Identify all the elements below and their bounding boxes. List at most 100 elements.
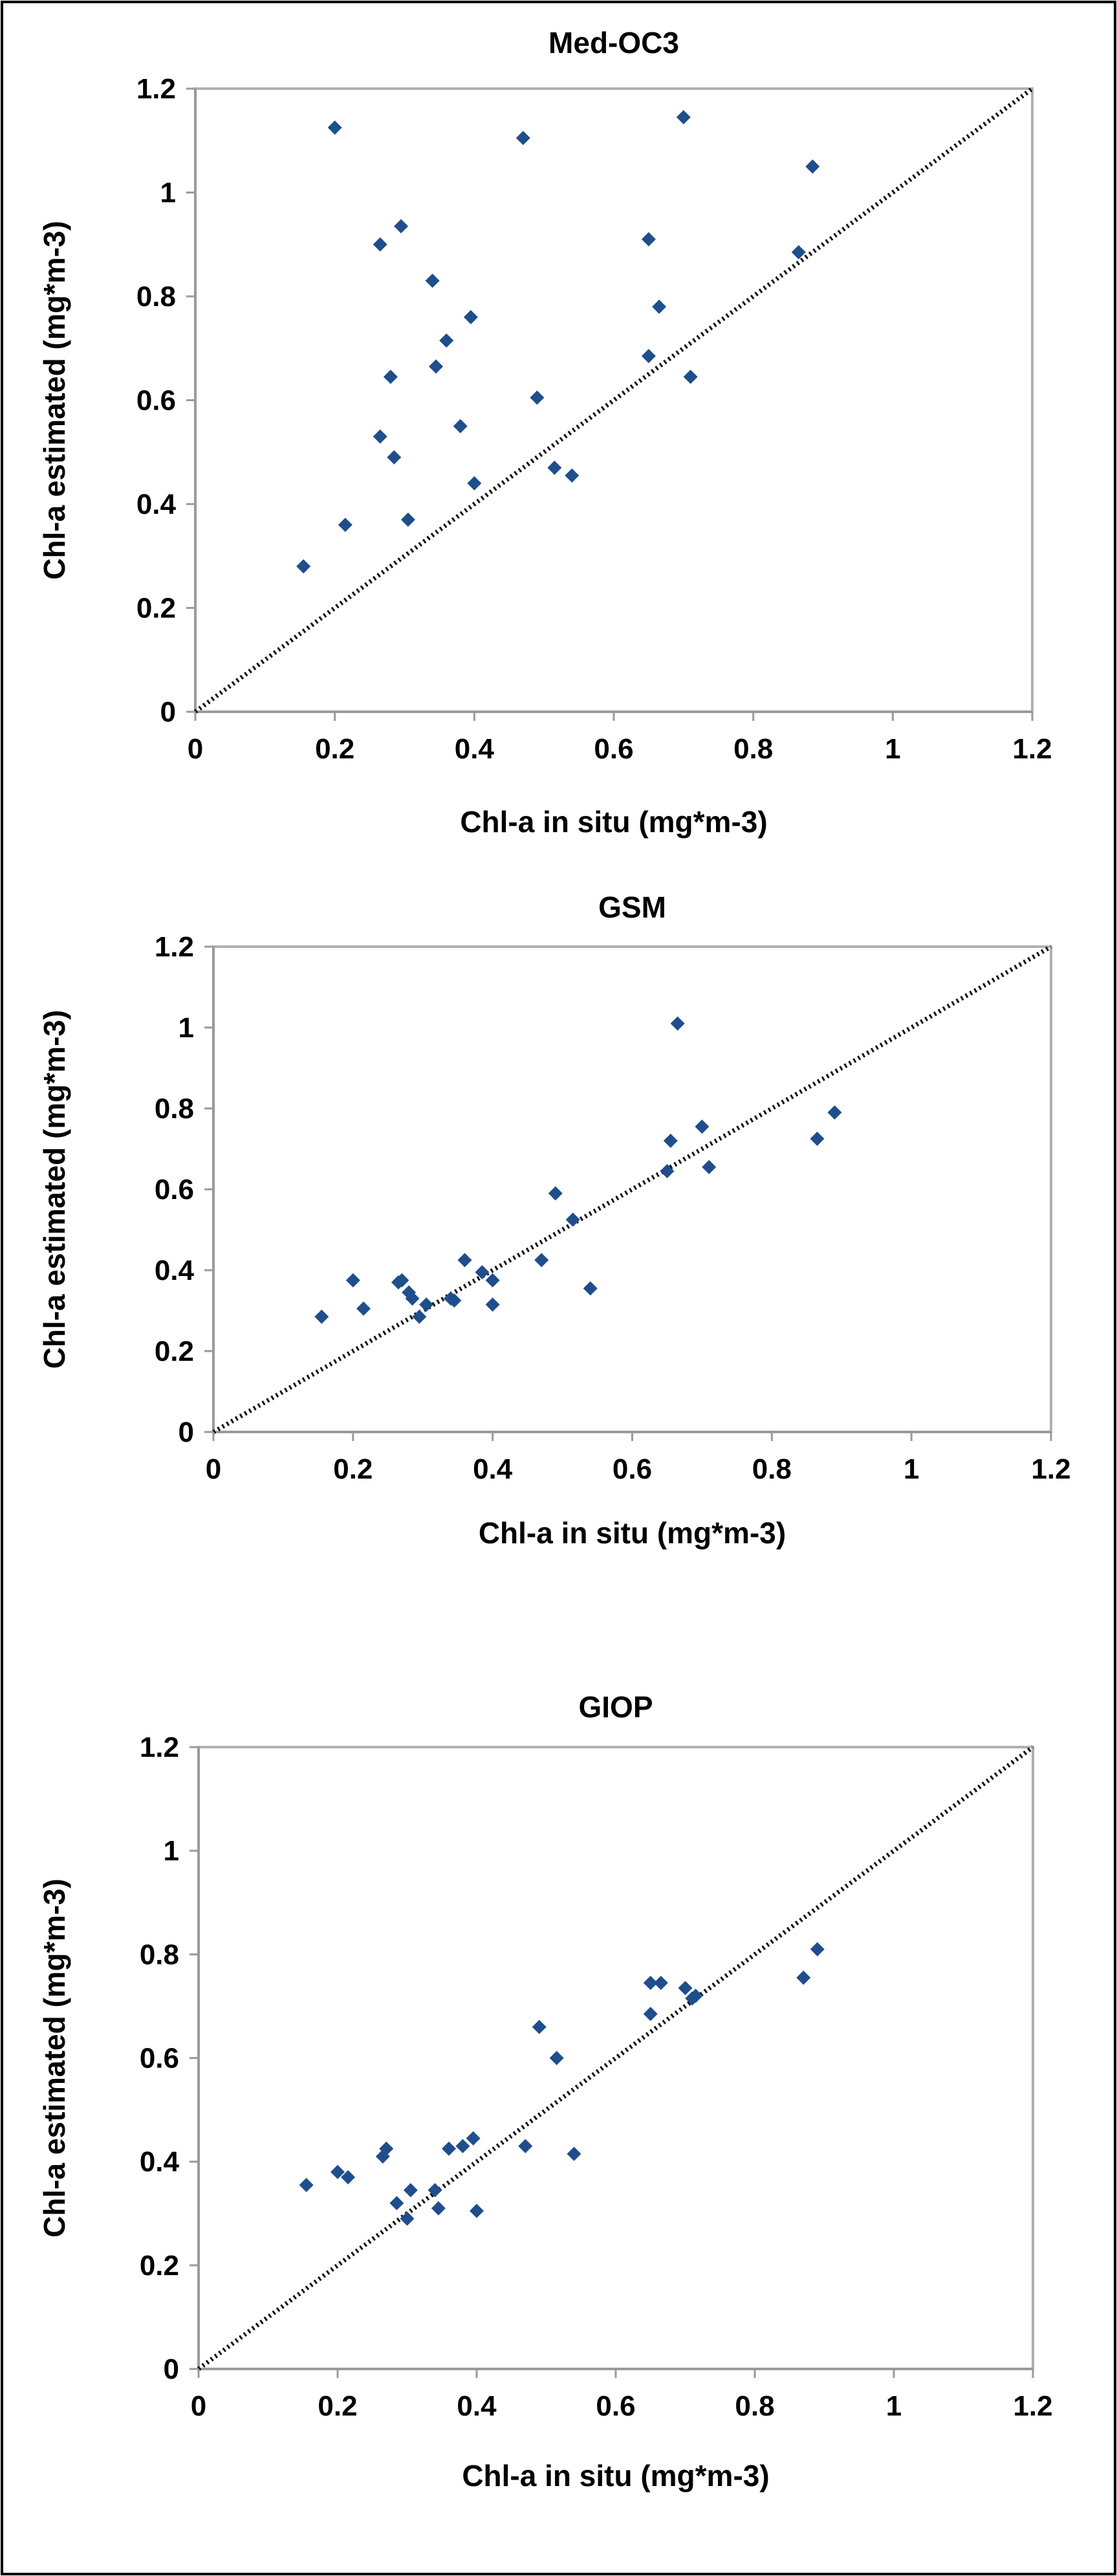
data-point bbox=[447, 1293, 462, 1308]
data-point bbox=[643, 1976, 658, 1990]
data-point bbox=[702, 1160, 717, 1174]
y-tick-label: 0 bbox=[179, 1416, 194, 1448]
x-tick-label: 0.2 bbox=[315, 733, 354, 765]
data-point bbox=[791, 245, 806, 259]
data-point bbox=[652, 300, 667, 314]
data-point bbox=[455, 2139, 470, 2153]
x-axis-label: Chl-a in situ (mg*m-3) bbox=[462, 2459, 769, 2493]
data-point bbox=[660, 1163, 675, 1178]
y-tick-label: 0.2 bbox=[155, 1336, 194, 1367]
data-point bbox=[567, 2146, 581, 2161]
x-tick-label: 1 bbox=[885, 733, 900, 765]
data-point bbox=[463, 310, 478, 325]
chart-title: GIOP bbox=[578, 1690, 653, 1724]
data-point bbox=[395, 1273, 409, 1288]
x-tick-label: 0.6 bbox=[596, 2390, 635, 2422]
x-axis-label: Chl-a in situ (mg*m-3) bbox=[460, 805, 767, 839]
chart-title: GSM bbox=[598, 890, 666, 924]
y-tick-label: 1 bbox=[164, 1835, 179, 1867]
data-point bbox=[670, 1016, 685, 1031]
y-tick-label: 1.2 bbox=[136, 73, 176, 105]
data-point bbox=[389, 2196, 404, 2210]
x-tick-label: 0.4 bbox=[473, 1453, 513, 1485]
data-point bbox=[400, 2211, 415, 2226]
x-tick-label: 0.4 bbox=[457, 2390, 497, 2422]
data-point bbox=[439, 333, 454, 348]
data-point bbox=[547, 460, 562, 475]
data-point bbox=[453, 419, 468, 434]
x-tick-label: 1 bbox=[904, 1453, 919, 1485]
data-point bbox=[467, 476, 482, 490]
y-tick-label: 0.8 bbox=[136, 281, 176, 313]
y-tick-label: 1 bbox=[179, 1012, 194, 1044]
x-tick-label: 0.8 bbox=[733, 733, 773, 765]
x-tick-label: 0.8 bbox=[752, 1453, 792, 1485]
x-tick-label: 1 bbox=[886, 2390, 902, 2422]
y-tick-label: 0.6 bbox=[140, 2043, 179, 2075]
data-point bbox=[403, 2183, 418, 2197]
data-point bbox=[827, 1105, 842, 1120]
x-tick-label: 0.2 bbox=[318, 2390, 357, 2422]
y-tick-label: 0.4 bbox=[136, 489, 177, 520]
data-point bbox=[643, 2007, 658, 2021]
y-tick-label: 1.2 bbox=[140, 1732, 179, 1763]
data-point bbox=[331, 2164, 345, 2179]
data-point bbox=[805, 159, 820, 174]
data-point bbox=[387, 450, 402, 465]
data-point bbox=[641, 349, 656, 364]
data-point bbox=[565, 468, 580, 483]
data-point bbox=[663, 1134, 678, 1148]
x-tick-label: 0.6 bbox=[613, 1453, 652, 1485]
data-point bbox=[431, 2201, 446, 2216]
x-tick-label: 1.2 bbox=[1013, 2390, 1052, 2422]
data-point bbox=[548, 1186, 563, 1201]
y-tick-label: 0.2 bbox=[136, 593, 176, 624]
data-point bbox=[394, 219, 409, 234]
data-point bbox=[534, 1253, 549, 1268]
data-point bbox=[296, 559, 311, 574]
y-axis-label: Chl-a estimated (mg*m-3) bbox=[38, 1010, 71, 1369]
data-point bbox=[373, 237, 387, 252]
data-point bbox=[583, 1281, 598, 1296]
one-to-one-reference-line bbox=[193, 87, 1034, 714]
x-tick-label: 0 bbox=[188, 733, 203, 765]
data-point bbox=[419, 1297, 434, 1312]
data-point bbox=[425, 273, 440, 288]
chart-title: Med-OC3 bbox=[548, 26, 679, 60]
data-point bbox=[549, 2051, 564, 2065]
data-point bbox=[314, 1309, 329, 1324]
data-point bbox=[810, 1942, 825, 1957]
data-point bbox=[485, 1273, 500, 1288]
data-point bbox=[641, 232, 656, 247]
data-point bbox=[695, 1119, 710, 1134]
data-point bbox=[678, 1981, 693, 1996]
chart-med-oc3: 0 0.2 0.4 0.6 0.8 1 1.2 0 0.2 0.4 0.6 0.8 1 1.2 Med-OC… bbox=[38, 26, 1052, 839]
one-to-one-reference-line bbox=[212, 944, 1052, 1435]
data-point bbox=[442, 2141, 456, 2156]
y-tick-label: 1 bbox=[160, 177, 176, 209]
x-tick-label: 1.2 bbox=[1012, 733, 1052, 765]
data-point bbox=[457, 1253, 472, 1268]
data-point bbox=[466, 2131, 481, 2146]
data-point bbox=[688, 1988, 703, 2003]
data-point bbox=[299, 2177, 314, 2192]
y-tick-label: 0.4 bbox=[155, 1255, 195, 1286]
data-point bbox=[683, 369, 698, 384]
data-point bbox=[810, 1131, 825, 1146]
y-tick-label: 0 bbox=[160, 696, 176, 728]
data-point bbox=[485, 1297, 500, 1312]
data-point bbox=[676, 110, 691, 125]
chart-giop: 0 0.2 0.4 0.6 0.8 1 1.2 0 0.2 0.4 0.6 0.8 1 1.2 GIOP Ch… bbox=[38, 1690, 1053, 2493]
data-point bbox=[518, 2139, 533, 2153]
data-point bbox=[383, 369, 398, 384]
x-axis-label: Chl-a in situ (mg*m-3) bbox=[479, 1516, 786, 1550]
data-point bbox=[373, 429, 387, 444]
charts-container: 0 0.2 0.4 0.6 0.8 1 1.2 0 0.2 0.4 0.6 0.8 1 1.2 Med-OC… bbox=[38, 26, 1071, 2493]
y-tick-label: 0.4 bbox=[140, 2146, 180, 2178]
x-tick-label: 0.2 bbox=[333, 1453, 373, 1485]
data-point bbox=[327, 120, 342, 135]
y-tick-label: 0 bbox=[164, 2353, 179, 2385]
y-tick-label: 0.8 bbox=[155, 1093, 194, 1125]
